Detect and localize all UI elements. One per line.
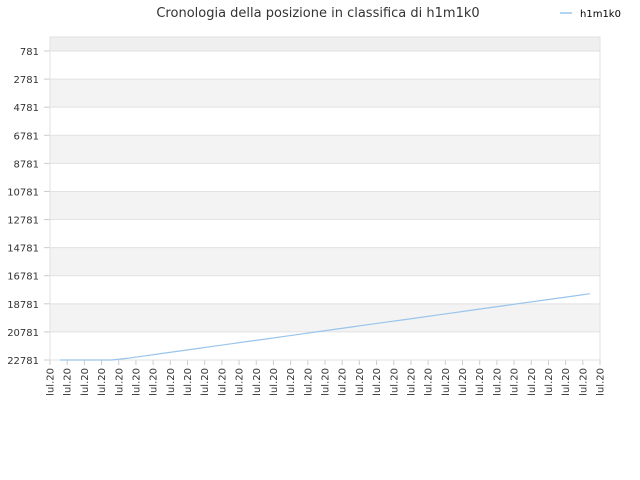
x-tick-label: lul.20 <box>355 368 366 396</box>
x-tick-label: lul.20 <box>372 368 383 396</box>
x-tick-label: lul.20 <box>321 368 332 396</box>
x-tick-label: lul.20 <box>596 368 607 396</box>
grid-band <box>50 219 600 248</box>
x-tick-label: lul.20 <box>424 368 435 396</box>
y-axis-ticks: 781 2781 4781 6781 8781 10781 12781 14781 16781 1… <box>7 47 50 367</box>
y-tick-label: 22781 <box>7 356 39 367</box>
y-tick-label: 8781 <box>14 159 39 170</box>
x-tick-label: lul.20 <box>46 368 57 396</box>
y-tick-label: 12781 <box>7 216 39 227</box>
plot-frame <box>49 36 601 361</box>
y-tick-label: 2781 <box>14 75 39 86</box>
x-tick-label: lul.20 <box>114 368 125 396</box>
y-tick-label: 14781 <box>7 244 39 255</box>
legend-label: h1m1k0 <box>580 9 621 20</box>
x-tick-label: lul.20 <box>561 368 572 396</box>
x-tick-label: lul.20 <box>458 368 469 396</box>
y-tick-label: 781 <box>20 47 39 58</box>
x-tick-label: lul.20 <box>389 368 400 396</box>
x-tick-label: lul.20 <box>63 368 74 396</box>
grid-band <box>50 51 600 80</box>
y-tick-label: 16781 <box>7 272 39 283</box>
y-tick-label: 10781 <box>7 187 39 198</box>
x-tick-label: lul.20 <box>286 368 297 396</box>
x-tick-label: lul.20 <box>475 368 486 396</box>
chart-title: Cronologia della posizione in classifica… <box>156 6 479 21</box>
x-tick-label: lul.20 <box>578 368 589 396</box>
x-tick-label: lul.20 <box>406 368 417 396</box>
grid-band <box>50 275 600 304</box>
x-tick-label: lul.20 <box>183 368 194 396</box>
x-tick-label: lul.20 <box>441 368 452 396</box>
x-tick-label: lul.20 <box>510 368 521 396</box>
x-tick-label: lul.20 <box>492 368 503 396</box>
x-tick-label: lul.20 <box>200 368 211 396</box>
series-line-h1m1k0 <box>60 293 591 361</box>
x-tick-label: lul.20 <box>131 368 142 396</box>
x-tick-label: lul.20 <box>149 368 160 396</box>
x-axis-ticks: lul.20 lul.20 lul.20 lul.20 lul.20 lul.20 lul.… <box>46 360 607 396</box>
grid-band <box>50 107 600 136</box>
grid-band <box>50 79 600 108</box>
y-tick-label: 4781 <box>14 103 39 114</box>
x-tick-label: lul.20 <box>80 368 91 396</box>
grid-band <box>50 135 600 164</box>
grid-band <box>50 37 600 51</box>
x-tick-label: lul.20 <box>527 368 538 396</box>
x-tick-label: lul.20 <box>97 368 108 396</box>
grid-band <box>50 303 600 332</box>
legend: h1m1k0 <box>560 9 621 20</box>
grid-band <box>50 331 600 360</box>
grid-band <box>50 247 600 276</box>
y-tick-label: 18781 <box>7 300 39 311</box>
y-tick-label: 20781 <box>7 328 39 339</box>
x-tick-label: lul.20 <box>166 368 177 396</box>
x-tick-label: lul.20 <box>235 368 246 396</box>
x-tick-label: lul.20 <box>252 368 263 396</box>
grid-band <box>50 163 600 192</box>
x-tick-label: lul.20 <box>303 368 314 396</box>
x-tick-label: lul.20 <box>544 368 555 396</box>
grid-band <box>50 191 600 220</box>
grid-bands <box>50 37 600 360</box>
x-tick-label: lul.20 <box>338 368 349 396</box>
x-tick-label: lul.20 <box>269 368 280 396</box>
y-tick-label: 6781 <box>14 131 39 142</box>
x-tick-label: lul.20 <box>217 368 228 396</box>
